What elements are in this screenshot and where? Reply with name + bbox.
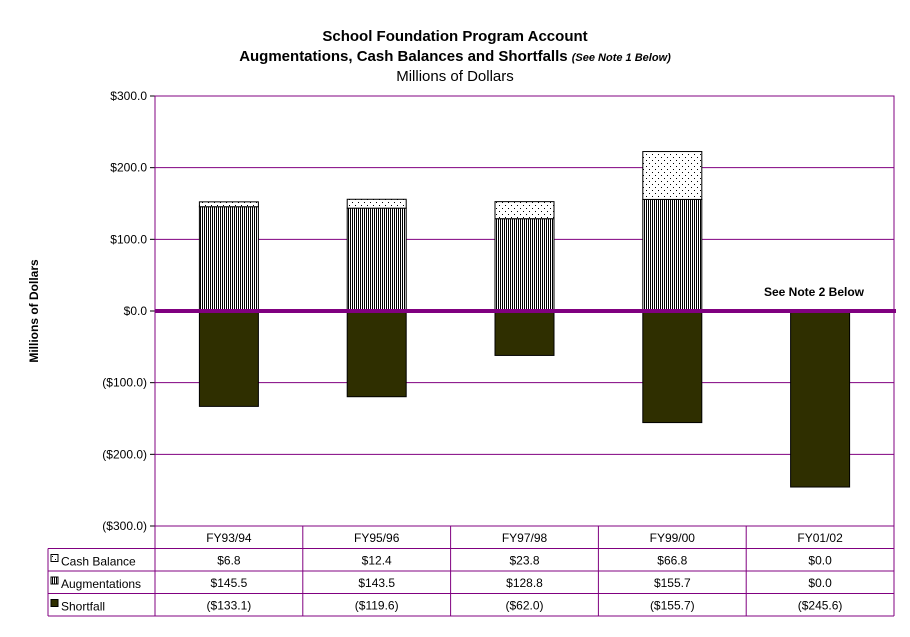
chart-subtitle-note: (See Note 1 Below) <box>571 52 671 64</box>
y-tick-label: $200.0 <box>110 161 147 175</box>
table-cell-value: $12.4 <box>362 554 392 568</box>
table-cell-value: ($62.0) <box>505 599 543 613</box>
table-cell-value: $128.8 <box>506 576 543 590</box>
y-axis-label: Millions of Dollars <box>27 259 41 363</box>
table-cell-value: $155.7 <box>654 576 691 590</box>
bar-cash-balance <box>642 151 703 200</box>
legend-entry: Augmentations <box>61 577 141 591</box>
note-2-annotation: See Note 2 Below <box>764 285 865 299</box>
bars <box>155 151 896 488</box>
chart-units-line: Millions of Dollars <box>396 68 514 85</box>
table-cell-value: $23.8 <box>509 554 539 568</box>
y-tick-label: ($100.0) <box>102 376 147 390</box>
bar-cash-balance <box>346 198 407 209</box>
bar-shortfall <box>346 310 407 398</box>
x-tick-label: FY01/02 <box>797 531 843 545</box>
y-tick-labels: $300.0 $200.0 $100.0 $0.0 ($100.0) ($200.0) ($… <box>102 89 147 533</box>
bar-augmentations <box>346 207 407 312</box>
legend-entry: Cash Balance <box>61 555 136 569</box>
bar-shortfall <box>198 310 259 407</box>
data-table: FY93/94 FY95/96 FY97/98 FY99/00 FY01/02 Cash … <box>47 525 895 617</box>
x-tick-label: FY93/94 <box>206 531 252 545</box>
x-tick-label: FY95/96 <box>354 531 400 545</box>
table-cell-value: $66.8 <box>657 554 687 568</box>
bar-shortfall <box>642 310 703 424</box>
bar-shortfall <box>494 310 555 356</box>
legend-entry: Shortfall <box>61 600 105 614</box>
y-tick-label: ($300.0) <box>102 519 147 533</box>
table-cell-value: $143.5 <box>358 576 395 590</box>
table-cell-value: $6.8 <box>217 554 241 568</box>
legend-key-shortfall <box>50 599 59 607</box>
bar-augmentations <box>198 206 259 312</box>
table-cell-value: ($245.6) <box>798 599 843 613</box>
table-cell-value: ($155.7) <box>650 599 695 613</box>
bar-shortfall <box>790 310 851 488</box>
table-cell-value: ($133.1) <box>207 599 252 613</box>
chart-subtitle: Augmentations, Cash Balances and Shortfa… <box>0 48 910 65</box>
table-cell-value: ($119.6) <box>355 599 399 613</box>
bar-augmentations <box>494 218 555 312</box>
table-cell-value: $0.0 <box>808 576 832 590</box>
chart-title: School Foundation Program Account <box>322 28 588 45</box>
chart-subtitle-main: Augmentations, Cash Balances and Shortfa… <box>239 48 568 65</box>
table-cell-value: $145.5 <box>211 576 248 590</box>
x-tick-label: FY99/00 <box>650 531 696 545</box>
legend-key-augmentations <box>50 576 59 585</box>
bar-cash-balance <box>198 201 259 208</box>
bar-cash-balance <box>494 201 555 220</box>
x-tick-label: FY97/98 <box>502 531 548 545</box>
legend-key-cash-balance <box>50 554 59 562</box>
y-tick-label: $0.0 <box>124 304 148 318</box>
y-tick-label: $100.0 <box>110 232 147 246</box>
y-tick-label: $300.0 <box>110 89 147 103</box>
y-tick-label: ($200.0) <box>102 447 147 461</box>
table-cell-value: $0.0 <box>808 554 832 568</box>
bar-augmentations <box>642 198 703 312</box>
